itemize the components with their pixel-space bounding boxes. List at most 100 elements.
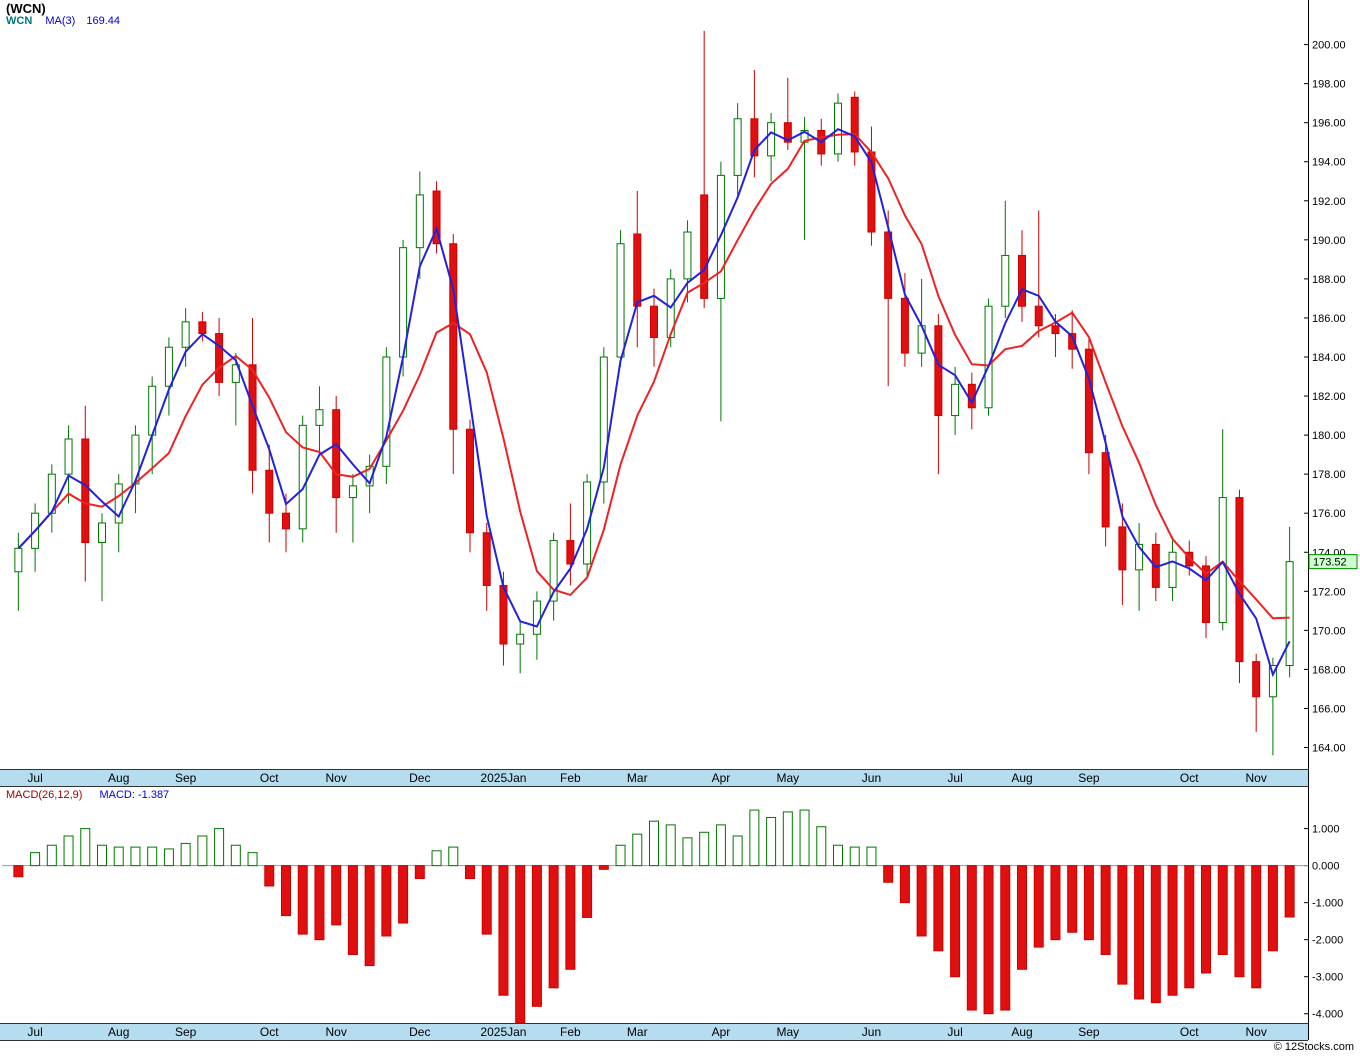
x-axis-label: May — [776, 771, 799, 785]
candle-body — [14, 547, 23, 573]
price-tick-label: 200.00 — [1312, 40, 1346, 52]
candle-body — [549, 540, 558, 602]
macd-bar — [1067, 865, 1078, 933]
macd-bar — [1083, 865, 1094, 941]
price-tick-label: 196.00 — [1312, 118, 1346, 130]
macd-bar — [347, 865, 358, 955]
price-tick-label: 182.00 — [1312, 391, 1346, 403]
x-axis-label: Jul — [947, 1025, 962, 1039]
ma-fast-line — [17, 128, 1291, 678]
x-axis-label: Apr — [712, 771, 731, 785]
candle-body — [382, 356, 391, 467]
macd-bar — [281, 865, 291, 917]
price-tick-label: 164.00 — [1312, 743, 1346, 755]
macd-bar — [498, 865, 509, 996]
macd-bar — [548, 865, 559, 989]
candle-body — [298, 424, 307, 530]
x-axis-label: Oct — [1180, 1025, 1199, 1039]
macd-bar — [46, 844, 57, 867]
candle-body — [482, 532, 491, 586]
macd-bar — [247, 852, 258, 867]
price-axis: 200.00 198.00 196.00 194.00 192.00 190.00 188.… — [1304, 40, 1346, 755]
x-axis-label: Nov — [326, 771, 347, 785]
candle-body — [231, 364, 240, 383]
candle-body — [700, 194, 709, 299]
macd-legend: MACD(26,12,9) MACD: -1.387 — [6, 789, 169, 801]
x-axis-label: Oct — [260, 771, 279, 785]
chart-title: (WCN) — [6, 1, 46, 16]
macd-tick-label: 1.000 — [1312, 824, 1340, 836]
x-axis-band — [0, 1023, 1308, 1040]
candle-body — [783, 122, 792, 143]
macd-bar — [1217, 865, 1228, 955]
macd-bar — [431, 850, 442, 867]
macd-bar — [799, 809, 810, 867]
macd-params-label: MACD(26,12,9) — [6, 789, 83, 801]
candle-body — [1252, 661, 1261, 698]
macd-bar — [866, 846, 877, 867]
candle-body — [1202, 565, 1210, 624]
candle-body — [248, 364, 257, 471]
candle-body — [181, 321, 190, 348]
macd-bar — [883, 865, 894, 883]
candle-body — [884, 231, 893, 299]
x-axis-label: Mar — [627, 1025, 648, 1039]
macd-bar — [13, 865, 24, 878]
candlestick-series — [14, 30, 1294, 756]
macd-bar — [766, 816, 777, 867]
macd-bar — [1284, 865, 1295, 918]
macd-bar — [481, 865, 492, 935]
macd-bar — [649, 820, 659, 867]
x-axis-label: Feb — [560, 1025, 581, 1039]
candle-body — [265, 469, 274, 514]
candle-body — [98, 522, 106, 543]
price-tick-label: 170.00 — [1312, 625, 1346, 637]
candle-body — [164, 346, 173, 387]
candle-body — [1018, 254, 1026, 307]
macd-bar — [465, 865, 475, 880]
candle-body — [1001, 254, 1010, 307]
macd-bar — [699, 831, 710, 867]
last-price-label: 173.52 — [1313, 557, 1347, 569]
x-axis-band — [0, 769, 1308, 786]
macd-bar — [1251, 865, 1262, 989]
macd-bar — [632, 833, 643, 867]
x-axis-label: May — [776, 1025, 799, 1039]
ma-legend-label: MA(3) — [45, 15, 76, 27]
macd-tick-label: -4.000 — [1312, 1009, 1343, 1021]
macd-tick-label: 0.000 — [1312, 861, 1340, 873]
candle-body — [332, 409, 341, 499]
month-axis: Jul Aug Sep Oct Nov Dec 2025Jan Feb Mar Apr May Jun… — [27, 771, 1266, 785]
macd-bar — [30, 852, 41, 867]
candle-body — [1068, 333, 1077, 350]
candle-body — [1285, 561, 1294, 667]
macd-bar — [448, 846, 459, 867]
x-axis-label: Oct — [1180, 771, 1199, 785]
candle-body — [650, 305, 658, 338]
macd-bar — [749, 809, 760, 867]
ma-legend-value: 169.44 — [86, 15, 121, 27]
price-tick-label: 166.00 — [1312, 703, 1346, 715]
candle-body — [516, 633, 525, 645]
x-axis-label: 2025Jan — [480, 1025, 526, 1039]
candle-body — [683, 231, 692, 280]
macd-bar — [230, 844, 241, 867]
macd-bar — [381, 865, 392, 937]
candle-body — [1034, 305, 1043, 327]
macd-bar — [1184, 865, 1195, 989]
macd-bar — [933, 865, 944, 952]
price-tick-label: 184.00 — [1312, 352, 1346, 364]
macd-bar — [1033, 865, 1044, 948]
macd-bar — [1234, 865, 1245, 978]
price-tick-label: 194.00 — [1312, 157, 1346, 169]
macd-bar — [180, 842, 191, 867]
candle-body — [566, 540, 575, 565]
x-axis-label: Oct — [260, 1025, 279, 1039]
x-axis-label: Feb — [560, 771, 581, 785]
candle-body — [348, 485, 357, 499]
macd-bar — [899, 865, 910, 904]
price-tick-label: 168.00 — [1312, 664, 1346, 676]
candle-body — [934, 325, 943, 417]
candle-body — [315, 409, 324, 426]
